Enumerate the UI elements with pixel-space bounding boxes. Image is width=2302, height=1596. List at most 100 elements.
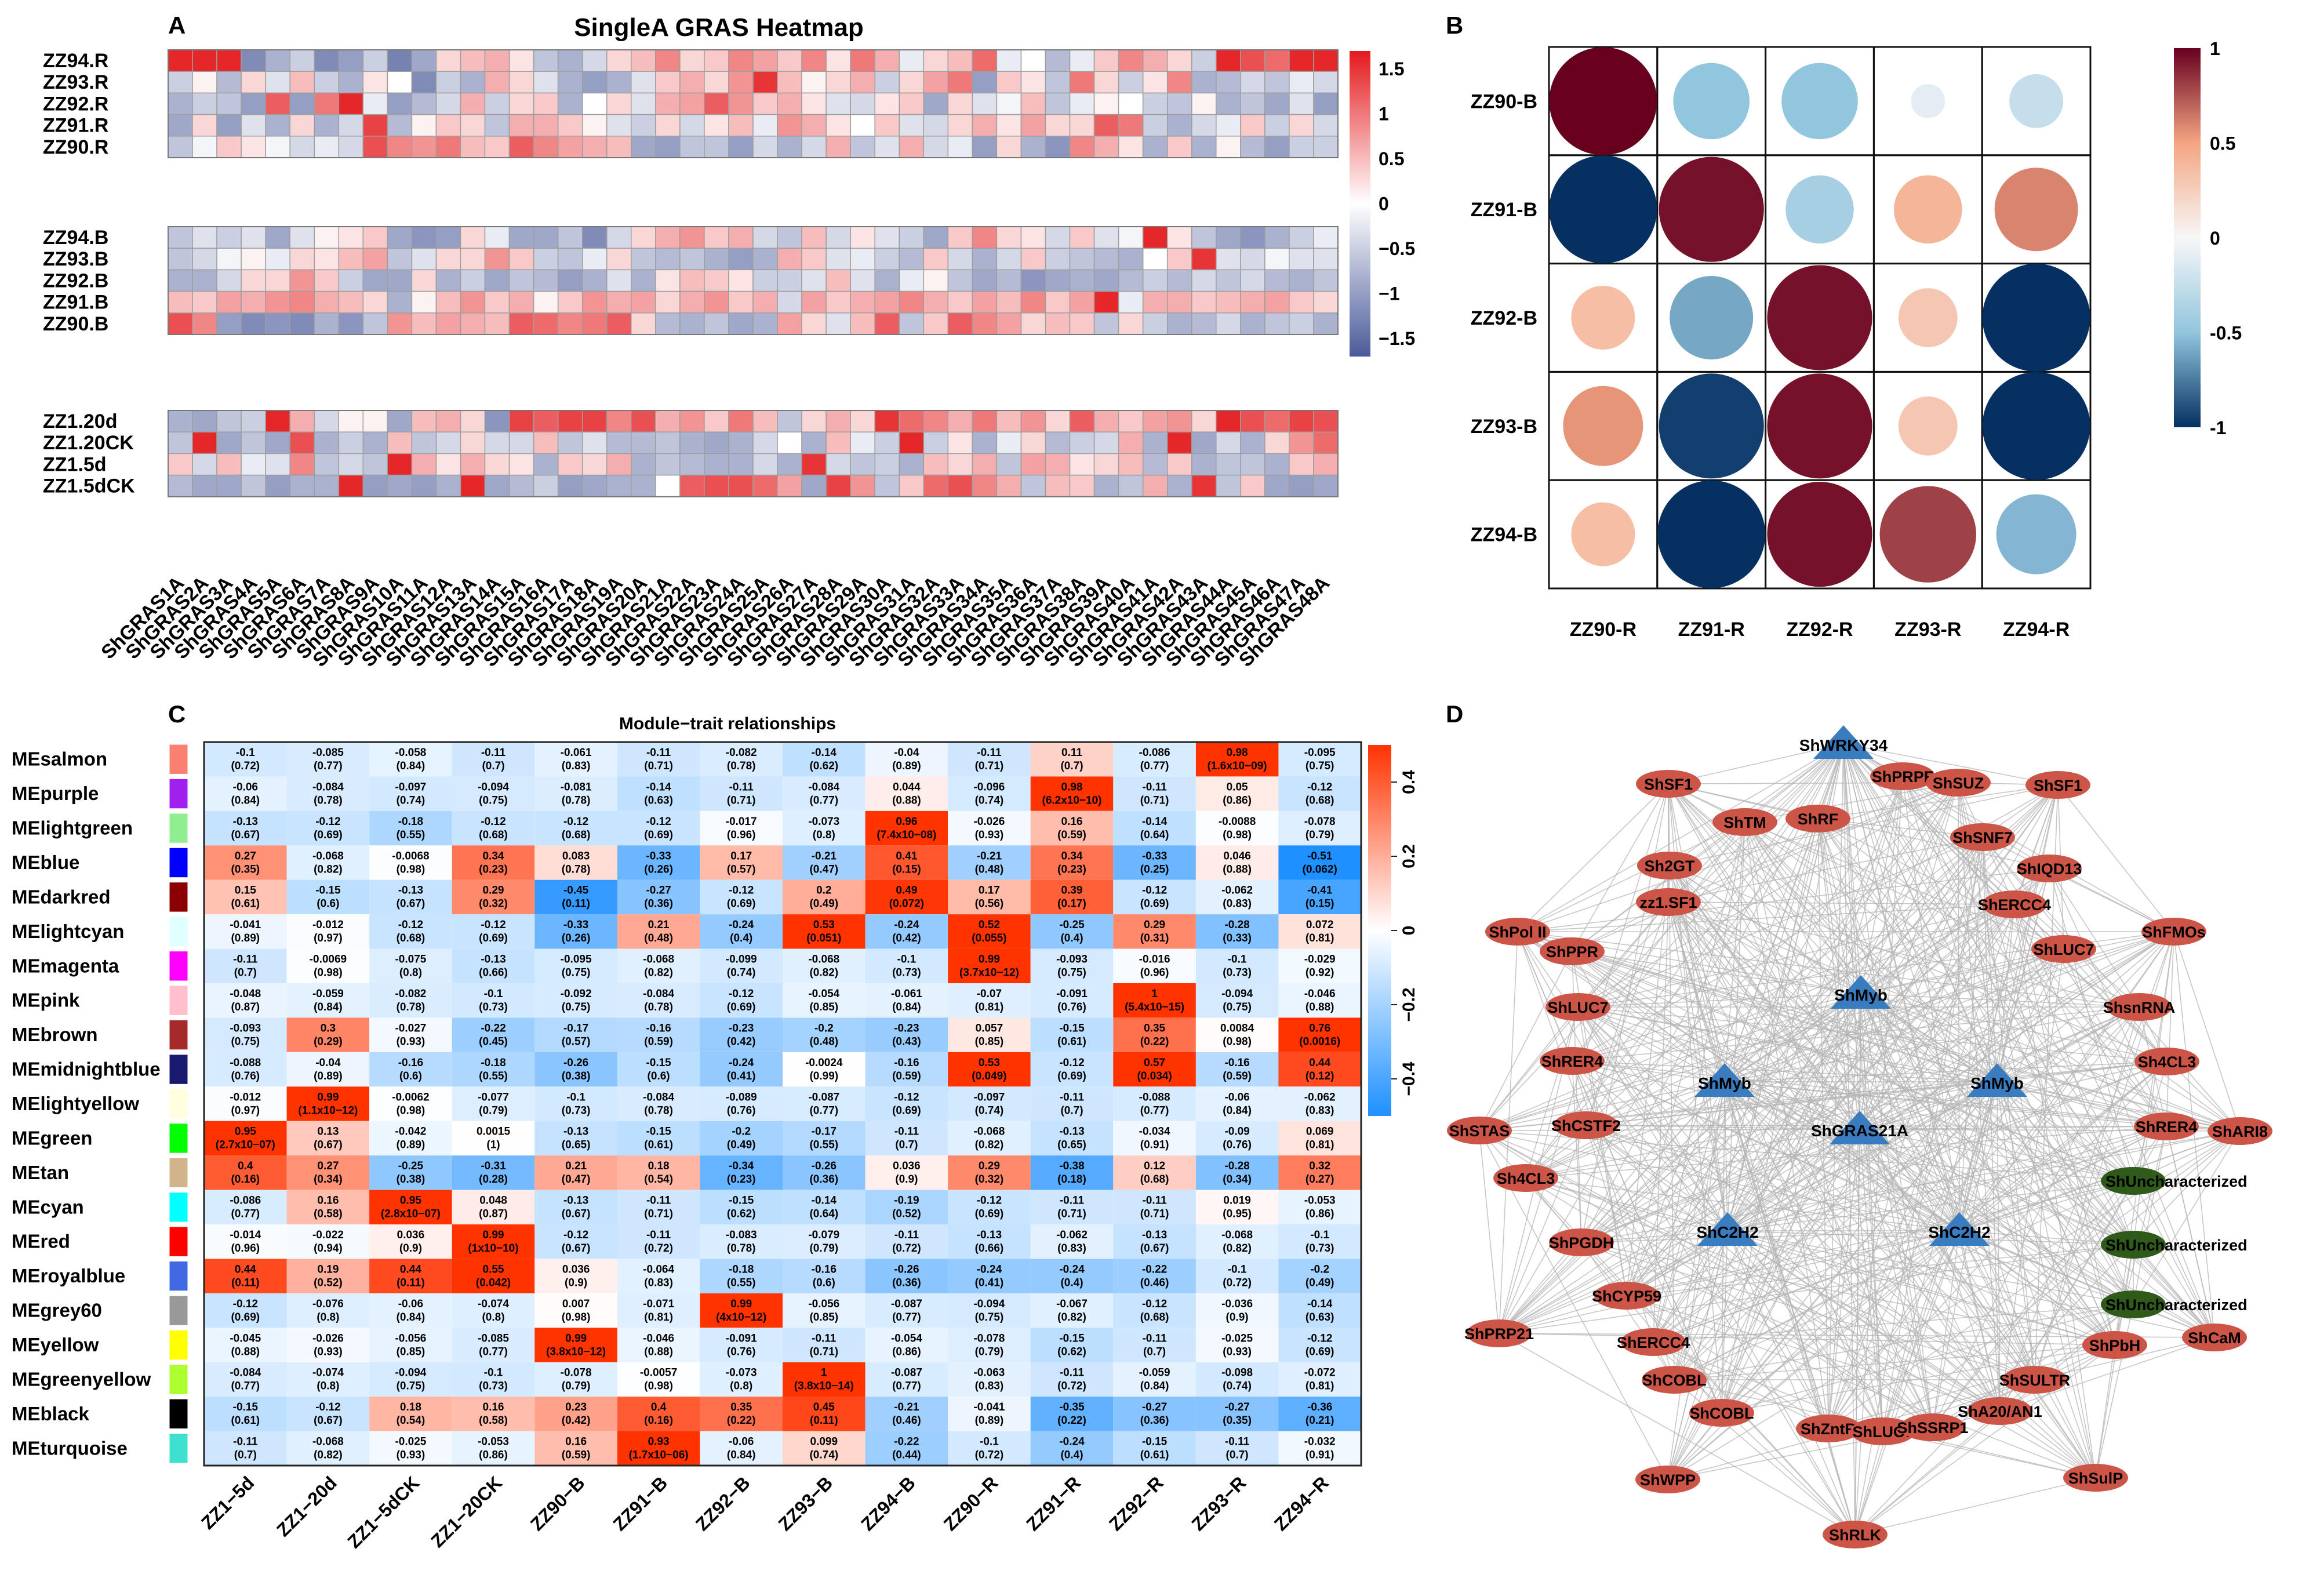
network-edge xyxy=(1668,901,1883,1432)
heatmap-cell xyxy=(289,290,315,314)
gene-node xyxy=(1540,937,1605,965)
heatmap-cell xyxy=(484,136,510,158)
cell-pvalue: (0.85) xyxy=(809,1311,838,1324)
heatmap-cell xyxy=(783,742,865,777)
cell-value: -0.24 xyxy=(977,1263,1002,1275)
heatmap-cell xyxy=(700,1293,783,1328)
cell-pvalue: (0.7) xyxy=(1060,760,1083,772)
network-edge xyxy=(1653,743,1844,1343)
network-edge xyxy=(1668,783,1725,1082)
heatmap-cell xyxy=(825,474,851,497)
heatmap-cell xyxy=(1020,453,1046,476)
heatmap-cell xyxy=(411,114,437,137)
heatmap-cell xyxy=(362,114,388,137)
heatmap-cell xyxy=(369,914,452,949)
heatmap-cell xyxy=(1313,474,1339,497)
heatmap-cell xyxy=(204,914,287,949)
cell-pvalue: (0.21) xyxy=(1305,1415,1334,1427)
row-label: MEpurple xyxy=(12,783,99,804)
heatmap-cell xyxy=(533,290,559,314)
cell-value: -0.025 xyxy=(1221,1332,1253,1344)
cell-pvalue: (0.76) xyxy=(727,1104,756,1117)
cell-value: -0.046 xyxy=(1304,988,1336,1000)
heatmap-cell xyxy=(435,136,461,158)
cell-value: -0.12 xyxy=(729,885,754,897)
heatmap-cell xyxy=(948,983,1031,1018)
gene-node xyxy=(1712,808,1777,836)
heatmap-cell xyxy=(1313,248,1339,271)
heatmap-cell xyxy=(655,474,681,497)
cell-pvalue: (0.11) xyxy=(231,1277,260,1289)
cell-pvalue: (0.75) xyxy=(1305,760,1334,772)
heatmap-cell xyxy=(338,410,364,432)
cell-pvalue: (0.61) xyxy=(1057,1035,1086,1048)
heatmap-cell xyxy=(865,1224,948,1259)
heatmap-cell xyxy=(533,312,559,335)
heatmap-cell xyxy=(581,269,608,292)
heatmap-cell xyxy=(1278,1259,1361,1293)
heatmap-cell xyxy=(783,776,865,811)
cell-pvalue: (0.11) xyxy=(810,1415,838,1427)
cell-pvalue: (0.72) xyxy=(231,760,260,772)
heatmap-cell xyxy=(850,49,875,72)
network-edge xyxy=(1572,782,1959,952)
cell-pvalue: (0.84) xyxy=(727,1449,756,1462)
heatmap-cell xyxy=(783,948,865,983)
heatmap-cell xyxy=(204,948,287,983)
heatmap-cell xyxy=(655,410,681,432)
heatmap-cell xyxy=(777,92,802,115)
cell-pvalue: (0.062) xyxy=(1303,863,1337,875)
cell-value: 0.12 xyxy=(1144,1160,1165,1172)
heatmap-cell xyxy=(874,92,900,115)
row-label: ZZ1.20d xyxy=(43,410,117,432)
gene-node-label: ShPPR xyxy=(1546,943,1598,961)
heatmap-cell xyxy=(801,92,827,115)
cell-pvalue: (0.99) xyxy=(809,1070,838,1082)
gene-node xyxy=(1823,1521,1888,1548)
heatmap-cell xyxy=(460,49,486,72)
heatmap-cell xyxy=(460,410,486,432)
cell-pvalue: (0.74) xyxy=(809,1449,838,1462)
heatmap-cell xyxy=(1195,1155,1279,1190)
heatmap-cell xyxy=(728,453,754,476)
gene-node-label: ShSTAS xyxy=(1449,1122,1510,1140)
heatmap-cell xyxy=(655,453,681,476)
cell-value: 0.99 xyxy=(317,1091,339,1103)
cell-value: -0.012 xyxy=(230,1091,261,1103)
network-edge xyxy=(1667,904,2015,1480)
column-label: ZZ1−5dCK xyxy=(343,1472,423,1552)
heatmap-cell xyxy=(435,114,461,137)
legend-tick: −0.5 xyxy=(1379,238,1415,259)
heatmap-cell xyxy=(557,226,583,249)
network-edge xyxy=(1721,1230,1728,1413)
heatmap-cell xyxy=(452,914,535,949)
heatmap-cell xyxy=(204,983,287,1018)
network-edge xyxy=(1572,951,2241,1132)
heatmap-cell xyxy=(1166,248,1192,271)
heatmap-cell xyxy=(1045,410,1071,432)
cell-value: 0.29 xyxy=(1144,919,1165,931)
heatmap-cell xyxy=(192,312,217,335)
heatmap-cell xyxy=(850,474,875,497)
heatmap-cell xyxy=(700,1362,783,1397)
cell-value: 0.16 xyxy=(565,1436,587,1448)
network-edge xyxy=(1668,743,1844,784)
cell-pvalue: (0.81) xyxy=(975,1001,1004,1013)
heatmap-cell xyxy=(1069,226,1095,249)
cell-pvalue: (0.68) xyxy=(1140,1311,1169,1324)
cell-value: -0.12 xyxy=(1142,1298,1167,1310)
heatmap-cell xyxy=(460,431,486,455)
heatmap-cell xyxy=(1045,226,1071,249)
heatmap-cell xyxy=(704,410,729,432)
cell-pvalue: (0.18) xyxy=(1057,1173,1086,1186)
cell-pvalue: (0.79) xyxy=(479,1104,508,1117)
row-label: MEgreen xyxy=(12,1127,92,1148)
heatmap-cell xyxy=(362,269,388,292)
heatmap-cell xyxy=(216,269,242,292)
heatmap-cell xyxy=(192,114,217,137)
cell-pvalue: (0.84) xyxy=(314,1001,343,1013)
cell-pvalue: (0.77) xyxy=(231,1380,260,1393)
heatmap-cell xyxy=(679,410,705,432)
heatmap-cell xyxy=(752,453,778,476)
